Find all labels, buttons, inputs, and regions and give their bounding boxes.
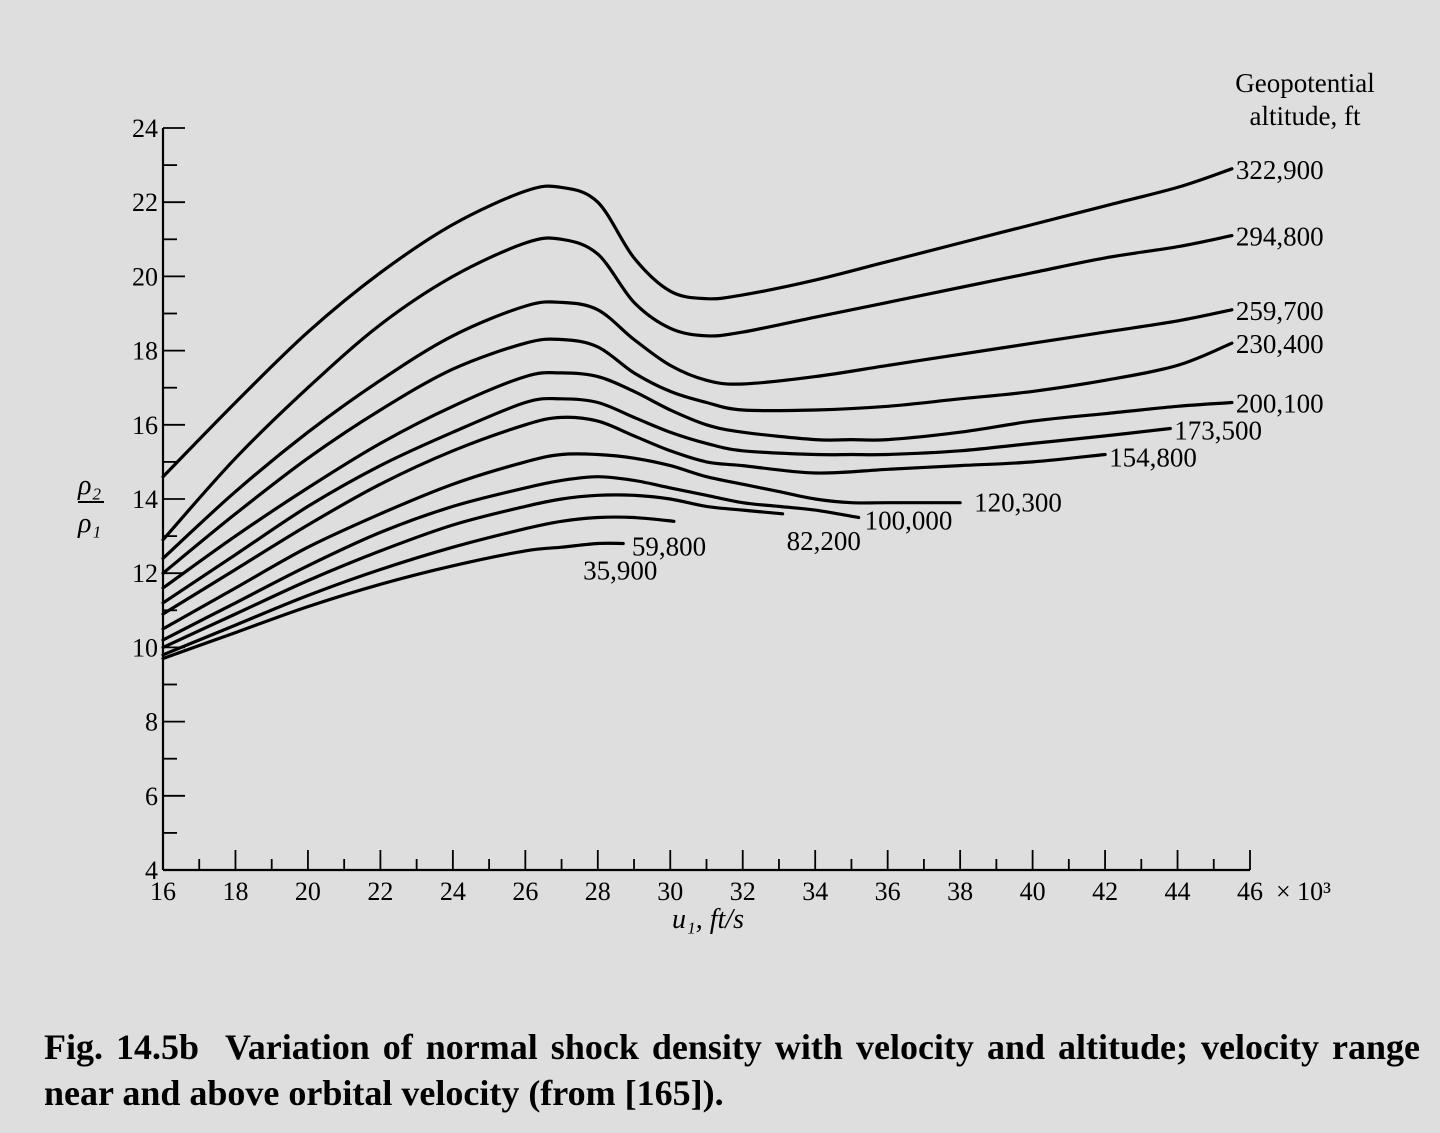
x-tick-label: 18	[222, 877, 248, 906]
x-axis-multiplier: × 10³	[1276, 877, 1331, 906]
x-tick-label: 22	[367, 877, 393, 906]
curve-322900	[161, 167, 1234, 479]
curve-35900	[161, 541, 625, 661]
curve-label-59800: 59,800	[632, 531, 706, 561]
curve-label-230400: 230,400	[1236, 329, 1324, 359]
y-tick-label: 8	[145, 708, 158, 737]
y-tick-label: 4	[145, 856, 158, 885]
curve-154800	[161, 415, 1107, 616]
curve-label-322900: 322,900	[1236, 155, 1324, 185]
curve-label-294800: 294,800	[1236, 222, 1324, 252]
curves	[161, 167, 1234, 661]
y-axis-label-numerator: ρ₂	[77, 470, 101, 501]
y-axis-label-denominator: ρ₁	[77, 508, 101, 539]
figure-number: Fig. 14.5b	[44, 1027, 200, 1067]
x-tick-label: 46	[1237, 877, 1263, 906]
x-tick-label: 42	[1092, 877, 1118, 906]
x-tick-label: 20	[295, 877, 321, 906]
curve-82200	[161, 493, 785, 649]
y-tick-label: 20	[132, 262, 158, 291]
y-tick-label: 22	[132, 188, 158, 217]
x-tick-label: 26	[512, 877, 538, 906]
curve-120300	[161, 452, 962, 631]
y-tick-label: 12	[132, 559, 158, 588]
x-tick-label: 16	[150, 877, 176, 906]
x-tick-label: 44	[1165, 877, 1191, 906]
x-tick-label: 34	[802, 877, 828, 906]
y-tick-label: 14	[132, 485, 158, 514]
figure-caption-text: Variation of normal shock density with v…	[44, 1027, 1420, 1113]
x-tick-label: 36	[875, 877, 901, 906]
legend-title-line-2: altitude, ft	[1250, 101, 1361, 131]
curve-173500	[161, 396, 1172, 605]
y-tick-label: 18	[132, 337, 158, 366]
curve-label-200100: 200,100	[1236, 389, 1324, 419]
legend-title-line-1: Geopotential	[1235, 68, 1374, 98]
curve-label-154800: 154,800	[1109, 442, 1197, 472]
curve-label-173500: 173,500	[1174, 416, 1262, 446]
x-tick-label: 38	[947, 877, 973, 906]
curve-200100	[161, 370, 1234, 590]
curve-label-259700: 259,700	[1236, 296, 1324, 326]
curve-label-82200: 82,200	[787, 526, 861, 556]
curve-230400	[161, 337, 1234, 575]
y-tick-label: 10	[132, 633, 158, 662]
x-axis-label: u₁, ft/s	[672, 904, 744, 935]
x-tick-label: 24	[440, 877, 466, 906]
curve-label-100000: 100,000	[865, 506, 953, 536]
y-tick-label: 24	[132, 114, 158, 143]
curve-259700	[161, 300, 1234, 560]
x-tick-label: 32	[730, 877, 756, 906]
figure-caption: Fig. 14.5b Variation of normal shock dens…	[44, 1024, 1420, 1116]
x-tick-label: 30	[657, 877, 683, 906]
curve-label-35900: 35,900	[583, 556, 657, 586]
curve-100000	[161, 475, 861, 642]
x-tick-label: 28	[585, 877, 611, 906]
curve-294800	[161, 234, 1234, 542]
y-tick-label: 6	[145, 782, 158, 811]
curve-label-120300: 120,300	[974, 488, 1062, 518]
y-tick-label: 16	[132, 411, 158, 440]
x-tick-label: 40	[1020, 877, 1046, 906]
curve-59800	[161, 515, 676, 657]
